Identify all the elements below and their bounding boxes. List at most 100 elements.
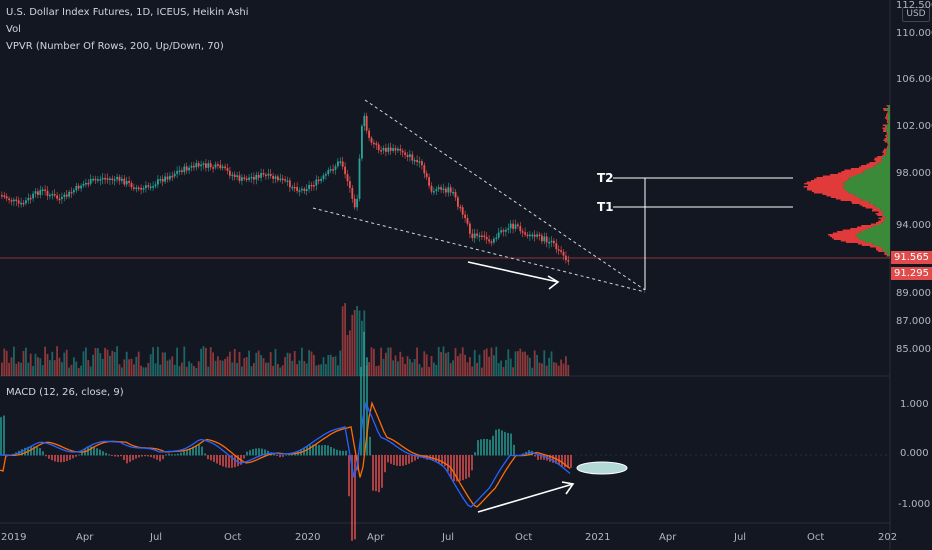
volume-bar bbox=[46, 353, 49, 376]
vp-up-bar bbox=[888, 111, 890, 113]
vp-down-bar bbox=[816, 177, 850, 179]
candle-body bbox=[488, 239, 490, 242]
candle-body bbox=[15, 199, 18, 202]
vp-down-bar bbox=[866, 163, 878, 165]
volume-bar bbox=[286, 352, 289, 376]
price-axis-tick: 94.000 bbox=[896, 220, 931, 231]
macd-histogram-bar bbox=[63, 455, 65, 462]
macd-histogram-bar bbox=[342, 450, 344, 456]
candle-body bbox=[125, 181, 128, 185]
symbol-legend[interactable]: U.S. Dollar Index Futures, 1D, ICEUS, He… bbox=[6, 7, 249, 18]
volume-bar bbox=[447, 352, 450, 376]
vp-down-bar bbox=[829, 235, 857, 237]
candle-body bbox=[507, 228, 510, 230]
vp-down-bar bbox=[878, 220, 884, 222]
candle-body bbox=[274, 176, 277, 179]
candle-body bbox=[286, 180, 289, 182]
target-t1-label[interactable]: T1 bbox=[597, 200, 614, 214]
volume-bar bbox=[231, 362, 234, 376]
vp-up-bar bbox=[885, 154, 890, 156]
macd-histogram-bar bbox=[90, 446, 92, 456]
candle-body bbox=[250, 176, 253, 179]
currency-button[interactable]: USD bbox=[902, 7, 930, 22]
vp-down-bar bbox=[883, 153, 887, 155]
candle-body bbox=[89, 179, 92, 184]
candle-body bbox=[53, 193, 56, 196]
volume-bar bbox=[152, 347, 154, 376]
vp-down-bar bbox=[850, 228, 869, 230]
candle-body bbox=[483, 235, 486, 238]
macd-histogram-bar bbox=[231, 455, 233, 468]
macd-histogram-bar bbox=[228, 455, 230, 468]
vp-down-bar bbox=[814, 178, 849, 180]
volume-bar bbox=[437, 346, 440, 376]
macd-histogram-bar bbox=[453, 455, 455, 482]
vp-down-bar bbox=[877, 156, 884, 158]
vp-down-bar bbox=[884, 148, 887, 150]
vp-up-bar bbox=[887, 117, 890, 119]
candle-body bbox=[509, 223, 512, 229]
macd-histogram-bar bbox=[456, 455, 458, 482]
volume-bar bbox=[557, 365, 560, 376]
macd-histogram-bar bbox=[153, 455, 155, 459]
candle-body bbox=[296, 186, 298, 191]
vp-up-bar bbox=[888, 106, 890, 108]
vp-down-bar bbox=[871, 210, 881, 212]
volume-bar bbox=[106, 349, 109, 376]
vp-up-bar bbox=[868, 228, 890, 230]
macd-histogram-bar bbox=[243, 455, 245, 459]
target-t2-label[interactable]: T2 bbox=[597, 171, 614, 185]
volume-bar bbox=[334, 356, 337, 376]
macd-histogram-bar bbox=[477, 440, 479, 456]
candle-body bbox=[370, 137, 373, 143]
volume-bar bbox=[212, 352, 214, 376]
vp-down-bar bbox=[835, 198, 861, 200]
volume-bar bbox=[308, 350, 310, 376]
volume-legend[interactable]: Vol bbox=[6, 24, 21, 35]
vpvr-legend[interactable]: VPVR (Number Of Rows, 200, Up/Down, 70) bbox=[6, 41, 224, 52]
volume-bar bbox=[418, 364, 421, 376]
price-axis-tick: 110.000 bbox=[896, 28, 932, 39]
candle-body bbox=[44, 189, 46, 191]
candle-body bbox=[80, 185, 82, 189]
vp-down-bar bbox=[811, 190, 848, 192]
volume-bar bbox=[370, 347, 373, 376]
volume-bar bbox=[361, 320, 363, 376]
vp-down-bar bbox=[870, 223, 880, 225]
macd-histogram-bar bbox=[102, 451, 104, 456]
candle-body bbox=[466, 218, 469, 224]
volume-bar bbox=[301, 347, 303, 376]
macd-histogram-bar bbox=[393, 455, 395, 466]
macd-legend[interactable]: MACD (12, 26, close, 9) bbox=[6, 387, 124, 398]
macd-histogram-bar bbox=[381, 455, 383, 488]
candle-body bbox=[257, 174, 260, 178]
vp-down-bar bbox=[861, 165, 875, 167]
macd-histogram-bar bbox=[210, 455, 212, 461]
vp-up-bar bbox=[881, 160, 890, 162]
candle-body bbox=[560, 250, 562, 252]
candle-body bbox=[5, 196, 8, 199]
candle-body bbox=[332, 169, 334, 171]
candle-body bbox=[147, 185, 150, 187]
macd-divergence-arrow bbox=[477, 481, 575, 513]
macd-histogram-bar bbox=[363, 331, 365, 456]
macd-histogram-bar bbox=[96, 448, 98, 456]
vp-down-bar bbox=[883, 108, 887, 110]
candle-body bbox=[253, 176, 255, 180]
volume-bar bbox=[111, 350, 114, 376]
candle-body bbox=[269, 173, 272, 176]
candle-body bbox=[485, 236, 488, 240]
macd-axis-tick: -1.000 bbox=[898, 499, 931, 510]
volume-bar bbox=[356, 305, 358, 376]
volume-bar bbox=[459, 353, 462, 376]
volume-bar bbox=[253, 362, 255, 376]
macd-histogram-bar bbox=[21, 449, 23, 456]
volume-bar bbox=[519, 348, 522, 376]
vp-down-bar bbox=[840, 240, 863, 242]
vp-up-bar bbox=[888, 133, 890, 135]
macd-pane bbox=[0, 331, 890, 541]
candle-body bbox=[214, 164, 217, 168]
vp-down-bar bbox=[887, 123, 889, 125]
